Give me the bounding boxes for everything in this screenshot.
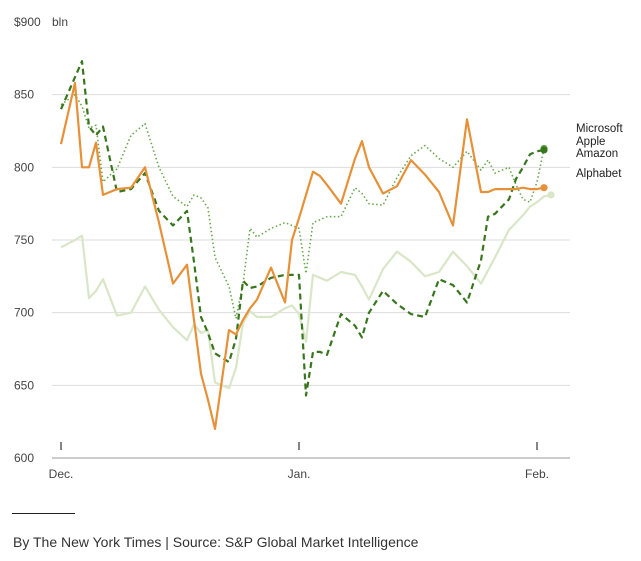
y-tick-label: 750 [14,233,34,247]
series-line-alphabet [59,81,545,430]
y-unit-label: bln [52,15,68,29]
x-tick-label: Dec. [49,467,74,481]
series-lines [59,60,555,430]
series-line-apple [60,193,552,390]
legend-label-amazon: Amazon [576,148,618,160]
footer-rule [12,513,75,514]
y-tick-label: 850 [14,88,34,102]
gridlines [52,94,570,459]
line-chart: $900 bln 850 800 750 700 650 600 Dec. Jan. Feb. M… [14,15,623,481]
legend-label-alphabet: Alphabet [576,168,622,180]
y-axis-ticks: $900 bln 850 800 750 700 650 600 [14,15,68,465]
x-axis: Dec. Jan. Feb. [49,442,549,481]
y-tick-label: 800 [14,160,34,174]
series-line-microsoft [60,93,545,320]
y-tick-label: 700 [14,306,34,320]
series-endpoint-alphabet [540,184,548,192]
series-endpoint-apple [547,191,555,199]
source-credit: By The New York Times | Source: S&P Glob… [13,534,419,550]
y-tick-label: 600 [14,451,34,465]
legend-label-apple: Apple [576,136,605,148]
x-tick-label: Jan. [288,467,311,481]
x-tick-label: Feb. [525,467,549,481]
y-tick-label: $900 [14,15,41,29]
series-endpoint-amazon [540,146,548,154]
y-tick-label: 650 [14,378,34,392]
series-line-amazon [59,60,545,397]
legend-label-microsoft: Microsoft [576,123,623,135]
